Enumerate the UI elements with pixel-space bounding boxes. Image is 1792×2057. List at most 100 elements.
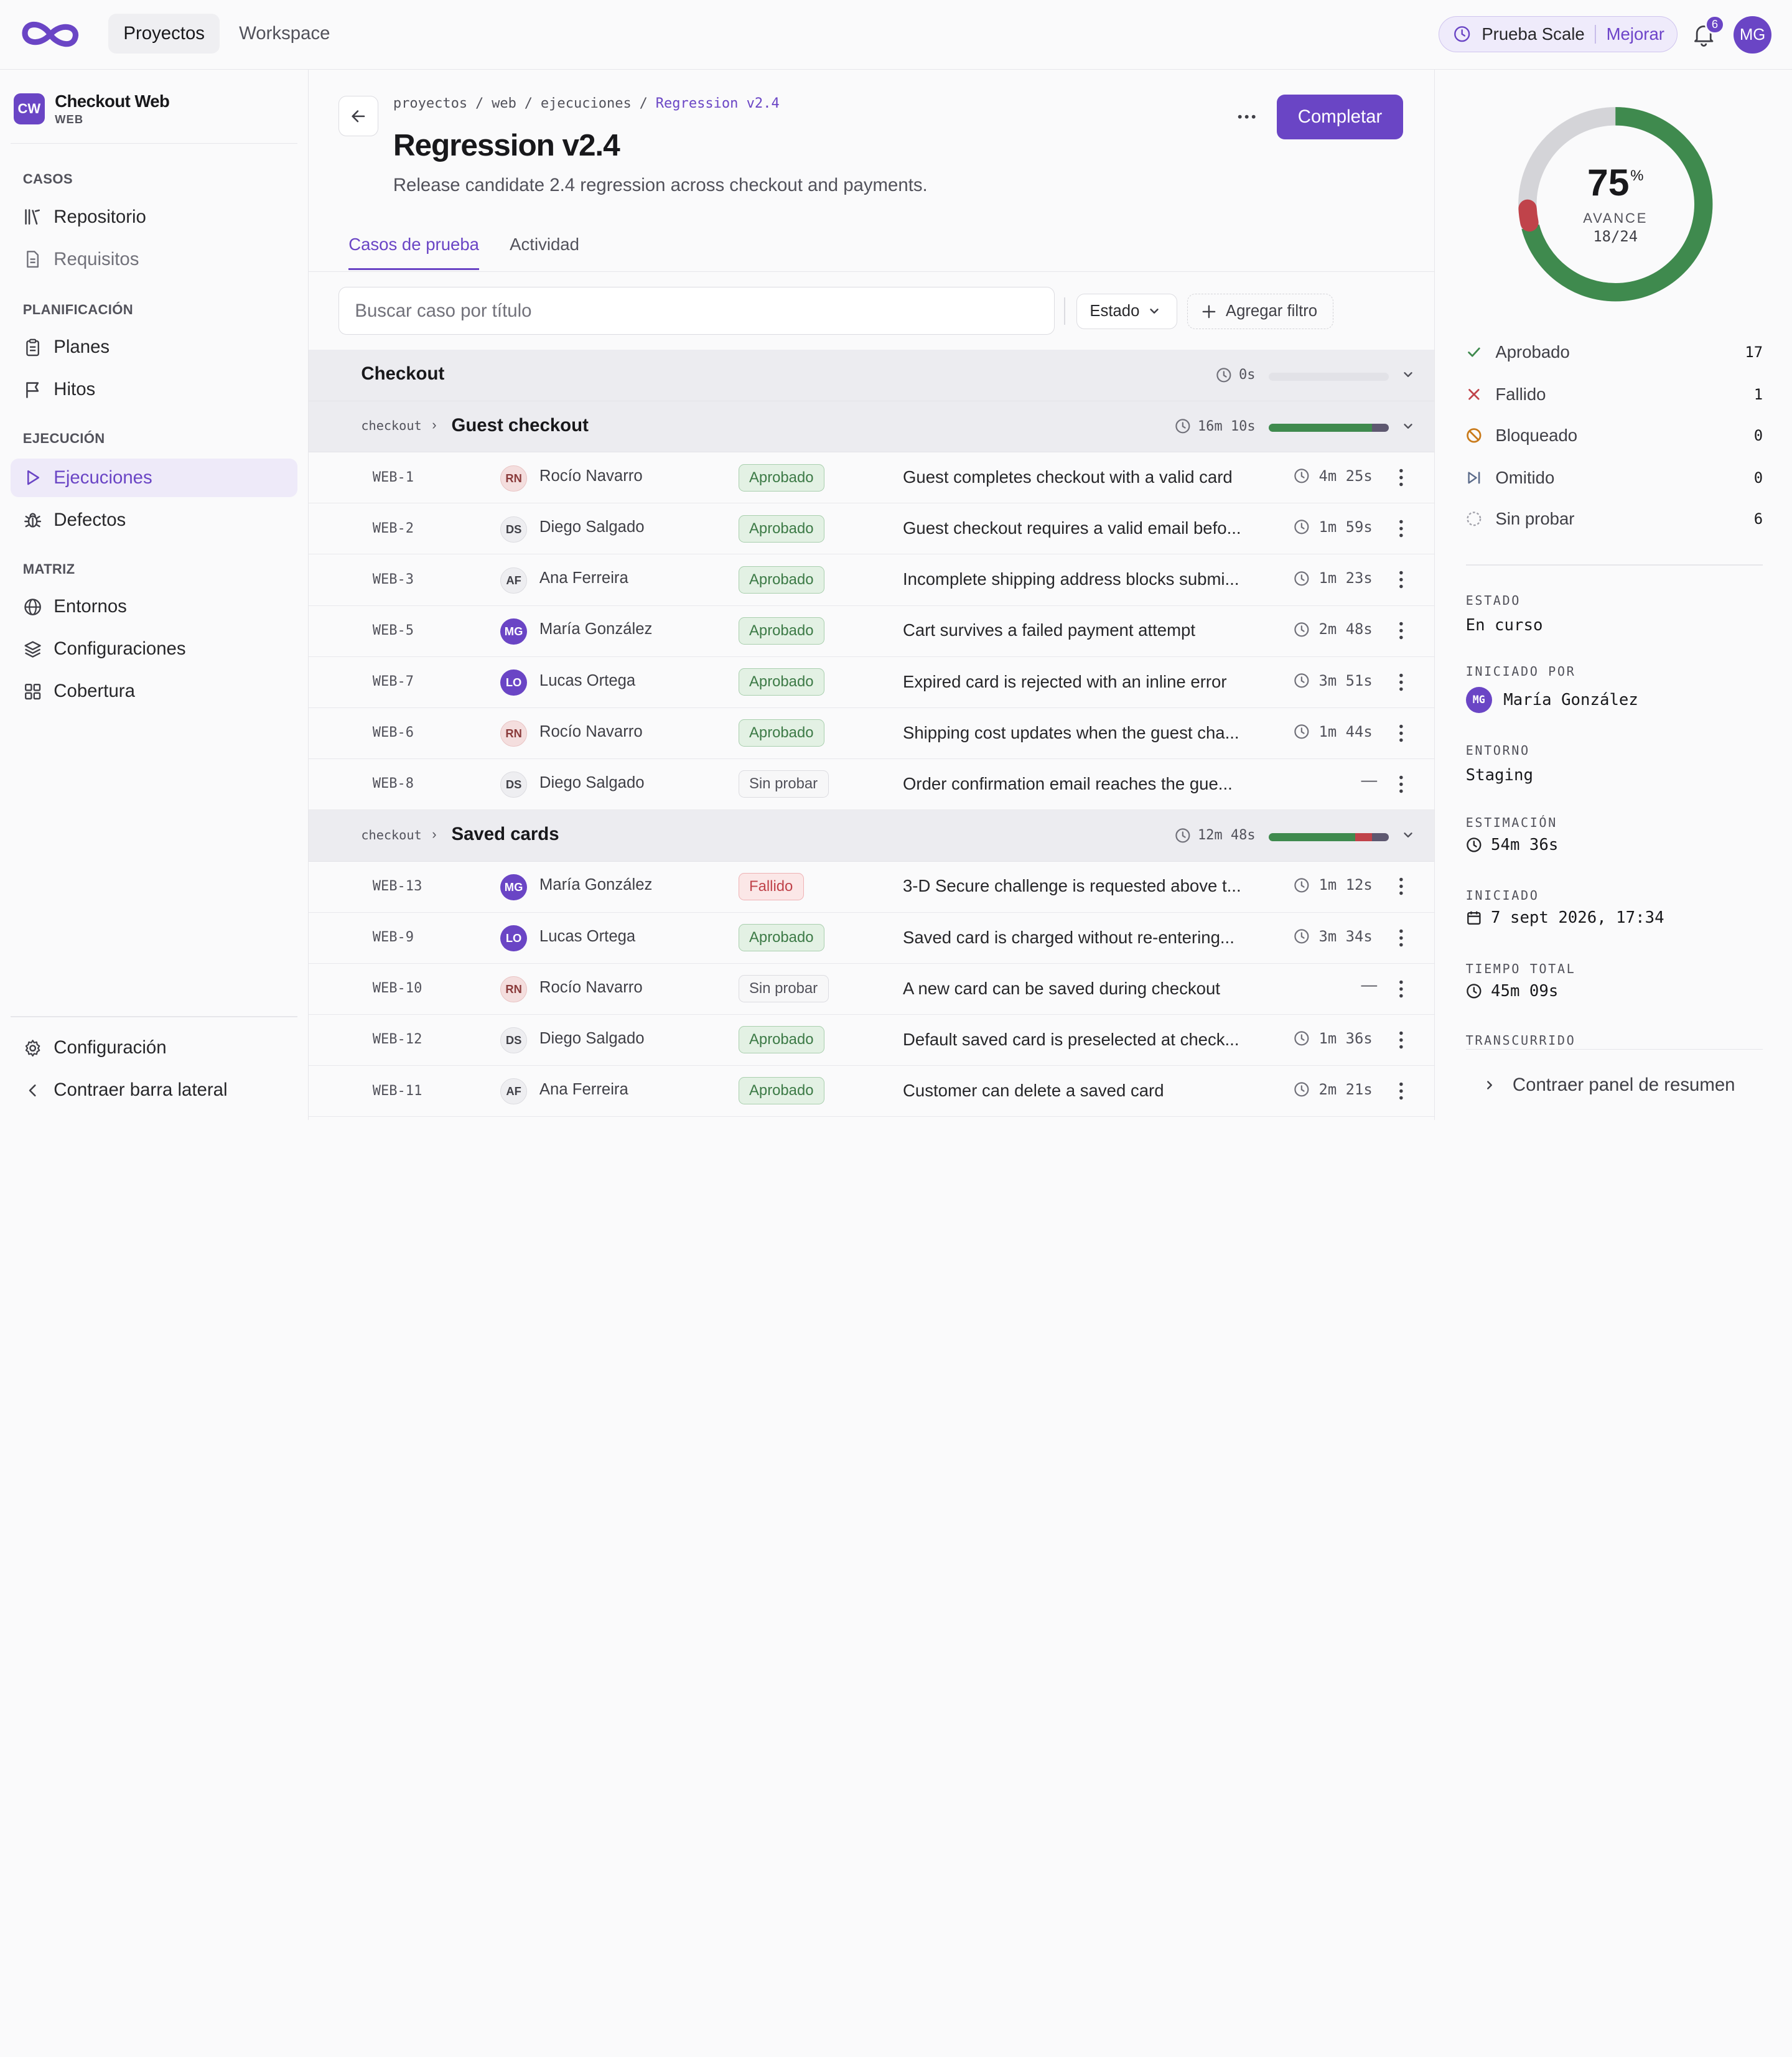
case-id[interactable]: WEB-3 [372, 572, 414, 588]
case-id[interactable]: WEB-12 [372, 1032, 422, 1048]
case-title[interactable]: Saved card is charged without re-enterin… [902, 927, 1234, 947]
case-title[interactable]: 3-D Secure challenge is requested above … [902, 876, 1241, 896]
case-id[interactable]: WEB-1 [372, 469, 414, 485]
status-badge[interactable]: Aprobado [738, 1026, 825, 1054]
sidebar-item-requisitos[interactable]: Requisitos [11, 240, 297, 279]
stat-fallido[interactable]: Fallido 1 [1466, 381, 1763, 408]
sidebar-item-repositorio[interactable]: Repositorio [11, 198, 297, 236]
upgrade-link[interactable]: Mejorar [1606, 24, 1664, 44]
table-row[interactable]: WEB-2 DS Diego Salgado Aprobado Guest checko… [308, 503, 1435, 555]
status-badge[interactable]: Sin probar [738, 770, 829, 798]
status-badge[interactable]: Aprobado [738, 566, 825, 594]
case-id[interactable]: WEB-13 [372, 879, 422, 895]
case-title[interactable]: Shipping cost updates when the guest cha… [902, 722, 1239, 742]
status-badge[interactable]: Sin probar [738, 975, 829, 1003]
trial-pill[interactable]: Prueba Scale Mejorar [1439, 16, 1678, 53]
breadcrumb-ejecuciones[interactable]: ejecuciones [540, 96, 632, 112]
more-options-button[interactable] [1232, 105, 1262, 128]
table-row[interactable]: WEB-6 RN Rocío Navarro Aprobado Shipping cos… [308, 707, 1435, 759]
more-vertical-icon[interactable] [1393, 979, 1409, 999]
search-input[interactable]: Buscar caso por título [338, 287, 1055, 335]
stat-bloqueado[interactable]: Bloqueado 0 [1466, 422, 1763, 449]
sidebar-item-ejecuciones[interactable]: Ejecuciones [10, 458, 297, 497]
more-vertical-icon[interactable] [1393, 1030, 1409, 1050]
more-vertical-icon[interactable] [1393, 774, 1409, 795]
table-row[interactable]: WEB-13 MG María González Fallido 3-D Secure … [308, 861, 1435, 913]
table-row[interactable]: WEB-8 DS Diego Salgado Sin probar Order conf… [308, 758, 1435, 810]
sidebar-item-cobertura[interactable]: Cobertura [11, 672, 297, 711]
case-title[interactable]: Customer can delete a saved card [902, 1080, 1164, 1100]
sidebar-item-configuracion[interactable]: Configuración [11, 1028, 297, 1067]
case-id[interactable]: WEB-5 [372, 623, 414, 639]
status-badge[interactable]: Aprobado [738, 668, 825, 696]
chevron-down-icon[interactable] [1401, 368, 1415, 381]
case-title[interactable]: Order confirmation email reaches the gue… [902, 773, 1233, 793]
more-vertical-icon[interactable] [1393, 1081, 1409, 1101]
more-vertical-icon[interactable] [1393, 723, 1409, 744]
collapse-summary-button[interactable]: Contraer panel de resumen [1465, 1049, 1763, 1120]
tab-casos-de-prueba[interactable]: Casos de prueba [348, 235, 479, 270]
status-badge[interactable]: Aprobado [738, 617, 825, 645]
more-vertical-icon[interactable] [1393, 620, 1409, 641]
case-title[interactable]: Expired card is rejected with an inline … [902, 671, 1227, 691]
table-row[interactable]: WEB-9 LO Lucas Ortega Aprobado Saved card is… [308, 912, 1435, 964]
complete-button[interactable]: Completar [1276, 95, 1404, 140]
table-row[interactable]: WEB-7 LO Lucas Ortega Aprobado Expired card … [308, 656, 1435, 708]
more-vertical-icon[interactable] [1393, 876, 1409, 897]
status-badge[interactable]: Aprobado [738, 924, 825, 952]
group-row-saved-cards[interactable]: checkout › Saved cards 12m 48s [308, 809, 1435, 862]
chevron-down-icon[interactable] [1401, 828, 1415, 842]
project-switcher[interactable]: CW Checkout Web WEB [14, 91, 170, 126]
case-id[interactable]: WEB-7 [372, 674, 414, 690]
case-id[interactable]: WEB-6 [372, 725, 414, 741]
status-badge[interactable]: Aprobado [738, 464, 825, 492]
more-vertical-icon[interactable] [1393, 672, 1409, 693]
collapse-sidebar-button[interactable]: Contraer barra lateral [11, 1071, 297, 1109]
sidebar-item-planes[interactable]: Planes [11, 328, 297, 366]
case-id[interactable]: WEB-10 [372, 981, 422, 997]
table-row[interactable]: WEB-3 AF Ana Ferreira Aprobado Incomplete sh… [308, 554, 1435, 606]
breadcrumb-proyectos[interactable]: proyectos [393, 96, 468, 112]
top-nav-workspace[interactable]: Workspace [239, 23, 330, 44]
sidebar-item-defectos[interactable]: Defectos [11, 500, 297, 539]
user-avatar[interactable]: MG [1734, 16, 1771, 54]
sidebar-item-hitos[interactable]: Hitos [11, 370, 297, 409]
case-id[interactable]: WEB-2 [372, 520, 414, 536]
breadcrumb-web[interactable]: web [492, 96, 516, 112]
status-badge[interactable]: Fallido [738, 872, 804, 901]
table-row[interactable]: WEB-11 AF Ana Ferreira Aprobado Customer can… [308, 1065, 1435, 1117]
tab-actividad[interactable]: Actividad [510, 234, 579, 254]
stat-sin-probar[interactable]: Sin probar 6 [1466, 505, 1763, 533]
case-id[interactable]: WEB-11 [372, 1083, 422, 1099]
estado-filter-dropdown[interactable]: Estado [1076, 294, 1177, 329]
status-badge[interactable]: Aprobado [738, 1077, 825, 1105]
table-row[interactable]: WEB-10 RN Rocío Navarro Sin probar A new car… [308, 963, 1435, 1015]
stat-aprobado[interactable]: Aprobado 17 [1466, 338, 1763, 366]
table-row[interactable]: WEB-1 RN Rocío Navarro Aprobado Guest comple… [308, 452, 1435, 504]
status-badge[interactable]: Aprobado [738, 515, 825, 543]
more-vertical-icon[interactable] [1393, 569, 1409, 590]
back-button[interactable] [338, 96, 378, 136]
case-title[interactable]: Cart survives a failed payment attempt [902, 620, 1196, 640]
case-id[interactable]: WEB-8 [372, 776, 414, 792]
case-title[interactable]: Guest completes checkout with a valid ca… [902, 467, 1233, 487]
more-vertical-icon[interactable] [1393, 928, 1409, 948]
add-filter-button[interactable]: Agregar filtro [1187, 294, 1334, 329]
app-logo-icon[interactable] [21, 17, 80, 52]
more-vertical-icon[interactable] [1393, 467, 1409, 488]
sidebar-item-entornos[interactable]: Entornos [11, 587, 297, 626]
sidebar-item-configuraciones[interactable]: Configuraciones [11, 630, 297, 668]
table-row[interactable]: WEB-12 DS Diego Salgado Aprobado Default sav… [308, 1014, 1435, 1066]
group-row-checkout[interactable]: Checkout 0s [308, 350, 1435, 401]
case-title[interactable]: Default saved card is preselected at che… [902, 1029, 1239, 1049]
top-nav-proyectos[interactable]: Proyectos [108, 14, 220, 54]
status-badge[interactable]: Aprobado [738, 719, 825, 747]
stat-omitido[interactable]: Omitido 0 [1466, 464, 1763, 492]
case-id[interactable]: WEB-9 [372, 930, 414, 946]
group-row-guest-checkout[interactable]: checkout › Guest checkout 16m 10s [308, 401, 1435, 453]
more-vertical-icon[interactable] [1393, 518, 1409, 539]
case-title[interactable]: A new card can be saved during checkout [902, 978, 1220, 998]
case-title[interactable]: Incomplete shipping address blocks submi… [902, 569, 1239, 589]
case-title[interactable]: Guest checkout requires a valid email be… [902, 518, 1241, 538]
table-row[interactable]: WEB-5 MG María González Aprobado Cart surviv… [308, 605, 1435, 657]
